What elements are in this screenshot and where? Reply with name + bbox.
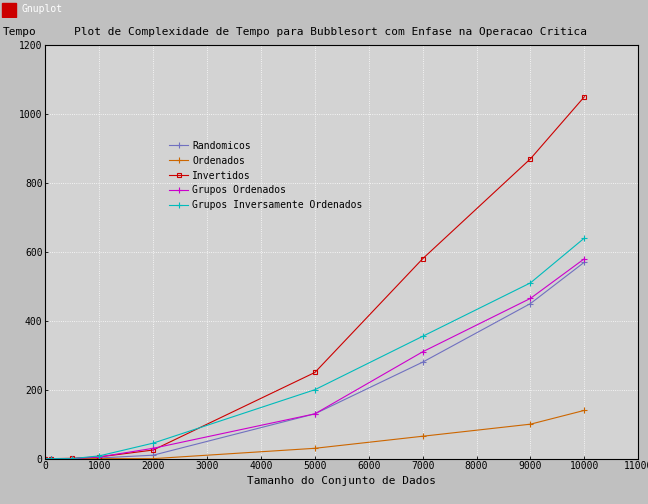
Randomicos — [581, 259, 588, 265]
Randomicos — [69, 456, 76, 462]
Ordenados — [95, 456, 103, 462]
Invertidos — [527, 156, 535, 162]
Text: x: x — [640, 6, 643, 12]
Text: □: □ — [627, 6, 631, 12]
Grupos Inversamente Ordenados — [95, 453, 103, 459]
Randomicos — [149, 452, 157, 458]
Grupos Ordenados — [419, 349, 426, 355]
Grupos Inversamente Ordenados — [419, 333, 426, 339]
Invertidos — [581, 94, 588, 100]
Bar — [610, 3, 621, 16]
Randomicos — [41, 456, 49, 462]
Grupos Ordenados — [581, 256, 588, 262]
Ordenados — [47, 456, 54, 462]
Randomicos — [47, 456, 54, 462]
Grupos Inversamente Ordenados — [69, 456, 76, 462]
Randomicos — [419, 359, 426, 365]
Randomicos — [311, 411, 319, 417]
X-axis label: Tamanho do Conjunto de Dados: Tamanho do Conjunto de Dados — [248, 476, 436, 485]
Ordenados — [311, 445, 319, 451]
Grupos Inversamente Ordenados — [311, 387, 319, 393]
Grupos Inversamente Ordenados — [527, 280, 535, 286]
Text: X: X — [7, 6, 11, 12]
Legend: Randomicos, Ordenados, Invertidos, Grupos Ordenados, Grupos Inversamente Ordenad: Randomicos, Ordenados, Invertidos, Grupo… — [169, 141, 362, 210]
Text: -: - — [614, 6, 618, 12]
Ordenados — [581, 407, 588, 413]
Bar — [2, 3, 16, 17]
Line: Grupos Inversamente Ordenados: Grupos Inversamente Ordenados — [42, 234, 588, 462]
Grupos Inversamente Ordenados — [581, 235, 588, 241]
Grupos Ordenados — [149, 445, 157, 451]
Bar — [636, 3, 647, 16]
Ordenados — [41, 456, 49, 462]
Grupos Inversamente Ordenados — [47, 456, 54, 462]
Grupos Ordenados — [41, 456, 49, 462]
Grupos Ordenados — [95, 454, 103, 460]
Text: Tempo: Tempo — [3, 27, 37, 37]
Grupos Inversamente Ordenados — [41, 456, 49, 462]
Invertidos — [69, 455, 76, 461]
Invertidos — [47, 456, 54, 462]
Invertidos — [41, 456, 49, 462]
Invertidos — [419, 256, 426, 262]
Line: Randomicos: Randomicos — [42, 259, 588, 462]
Grupos Ordenados — [527, 295, 535, 301]
Text: Plot de Complexidade de Tempo para Bubblesort com Enfase na Operacao Critica: Plot de Complexidade de Tempo para Bubbl… — [73, 27, 586, 37]
Grupos Ordenados — [311, 411, 319, 417]
Invertidos — [149, 447, 157, 453]
Ordenados — [149, 456, 157, 462]
Invertidos — [95, 454, 103, 460]
Ordenados — [69, 456, 76, 462]
Bar — [623, 3, 634, 16]
Ordenados — [527, 421, 535, 427]
Grupos Inversamente Ordenados — [149, 440, 157, 446]
Invertidos — [311, 369, 319, 375]
Line: Ordenados: Ordenados — [42, 407, 588, 462]
Randomicos — [95, 455, 103, 461]
Ordenados — [419, 433, 426, 439]
Text: Gnuplot: Gnuplot — [22, 4, 63, 14]
Grupos Ordenados — [69, 456, 76, 462]
Line: Grupos Ordenados: Grupos Ordenados — [42, 255, 588, 462]
Grupos Ordenados — [47, 456, 54, 462]
Randomicos — [527, 300, 535, 306]
Line: Invertidos: Invertidos — [43, 95, 586, 461]
